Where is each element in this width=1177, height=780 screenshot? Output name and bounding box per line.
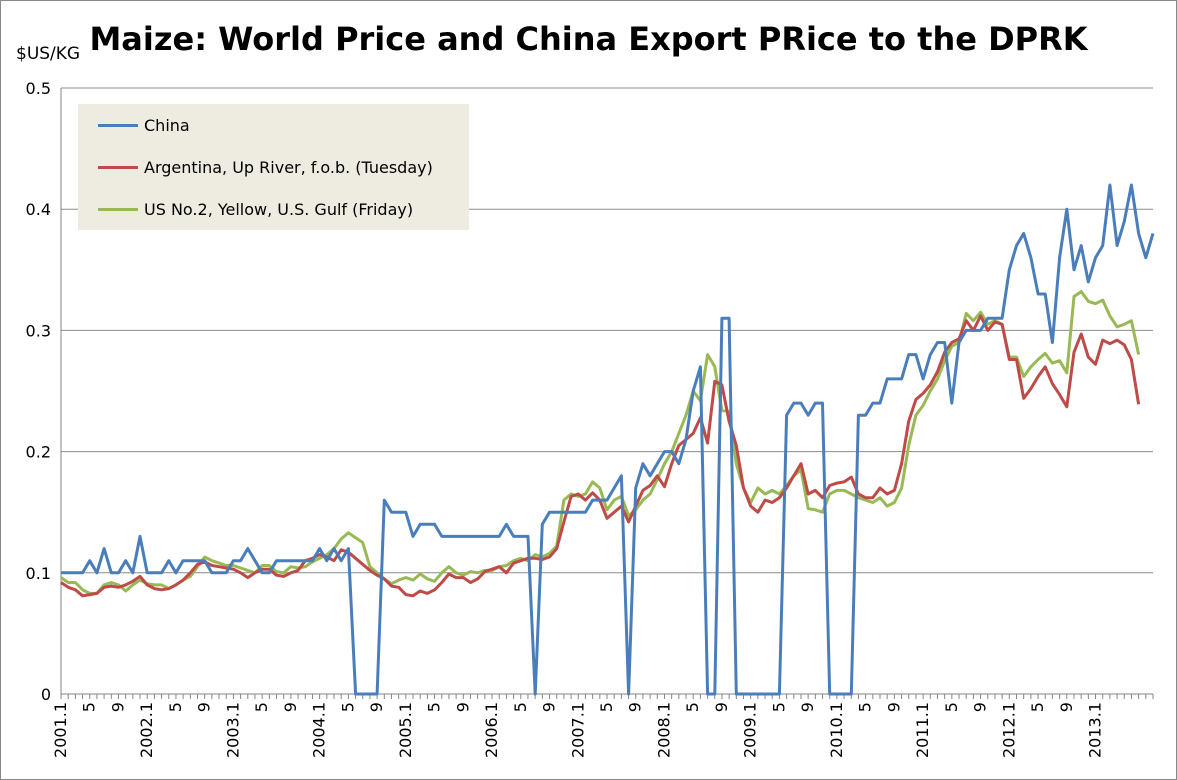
x-tick-label: 9 (453, 702, 472, 712)
legend-item-us-gulf: US No.2, Yellow, U.S. Gulf (Friday) (98, 199, 413, 219)
x-tick-label: 9 (1057, 702, 1076, 712)
x-tick-label: 5 (425, 702, 444, 712)
x-tick-label: 2009.1 (741, 702, 760, 758)
y-tick-label: 0.4 (26, 200, 51, 219)
legend-swatch-china (98, 123, 138, 127)
legend-item-argentina: Argentina, Up River, f.o.b. (Tuesday) (98, 157, 433, 177)
x-tick-label: 2002.1 (137, 702, 156, 758)
x-tick-label: 2001.1 (51, 702, 70, 758)
x-tick-label: 9 (281, 702, 300, 712)
x-tick-label: 5 (338, 702, 357, 712)
x-tick-label: 9 (367, 702, 386, 712)
y-tick-labels: 0 0.1 0.2 0.3 0.4 0.5 (26, 79, 51, 704)
x-tick-label: 2003.1 (223, 702, 242, 758)
y-axis-label: $US/KG (16, 44, 81, 64)
series-lines (60, 183, 1155, 696)
x-tick-label: 9 (540, 702, 559, 712)
x-tick-label: 5 (942, 702, 961, 712)
x-tick-label: 9 (971, 702, 990, 712)
y-tick-label: 0.3 (26, 321, 51, 340)
x-tick-label: 5 (252, 702, 271, 712)
series-line-china (61, 183, 1155, 696)
chart-title: Maize: World Price and China Export PRic… (89, 20, 1088, 58)
x-tick-label: 9 (884, 702, 903, 712)
y-tick-label: 0 (41, 685, 51, 704)
x-tick-label: 9 (108, 702, 127, 712)
x-tick-label: 5 (166, 702, 185, 712)
x-tick-label: 9 (626, 702, 645, 712)
x-tick-labels: 2001.1 5 9 2002.1 5 9 2003.1 5 9 2004.1 5 9 2005.1 5 9… (51, 702, 1105, 758)
legend-item-china: China (98, 115, 190, 135)
series-line-argentina (60, 314, 1141, 598)
x-tick-label: 2007.1 (568, 702, 587, 758)
x-tick-label: 5 (1028, 702, 1047, 712)
y-tick-label: 0.2 (26, 443, 51, 462)
x-tick-label: 5 (856, 702, 875, 712)
legend: China Argentina, Up River, f.o.b. (Tuesd… (78, 104, 469, 230)
series-line-us-gulf (60, 290, 1141, 595)
x-tick-label: 5 (683, 702, 702, 712)
x-tick-label: 9 (798, 702, 817, 712)
x-tick-label: 2010.1 (827, 702, 846, 758)
legend-label-us-gulf: US No.2, Yellow, U.S. Gulf (Friday) (144, 199, 414, 219)
x-tick-label: 2005.1 (396, 702, 415, 758)
axes (60, 88, 1154, 699)
legend-swatch-us-gulf (98, 207, 138, 211)
x-tick-label: 2013.1 (1086, 702, 1105, 758)
x-tick-label: 5 (80, 702, 99, 712)
x-tick-label: 5 (597, 702, 616, 712)
y-tick-label: 0.5 (26, 79, 51, 98)
x-tick-label: 2004.1 (310, 702, 329, 758)
x-tick-label: 2006.1 (482, 702, 501, 758)
x-tick-label: 2008.1 (654, 702, 673, 758)
y-tick-label: 0.1 (26, 564, 51, 583)
legend-label-argentina: Argentina, Up River, f.o.b. (Tuesday) (144, 157, 433, 177)
x-tick-label: 2011.1 (913, 702, 932, 758)
x-tick-label: 9 (712, 702, 731, 712)
x-tick-label: 9 (195, 702, 214, 712)
x-tick-label: 5 (769, 702, 788, 712)
legend-swatch-argentina (98, 165, 138, 169)
legend-label-china: China (144, 115, 190, 135)
x-tick-label: 5 (511, 702, 530, 712)
x-tick-label: 2012.1 (999, 702, 1018, 758)
